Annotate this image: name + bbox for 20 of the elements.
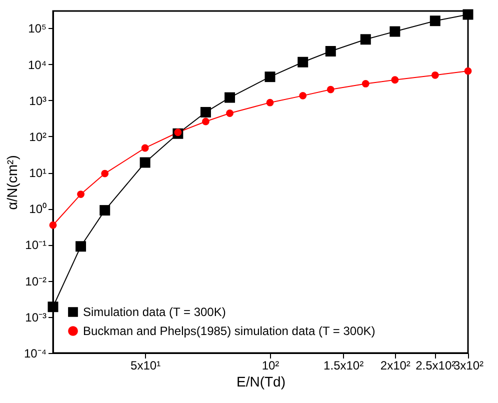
x-tick-label: 5x10¹ [130, 358, 161, 372]
y-tick-label: 10³ [29, 94, 47, 108]
x-tick-label: 3x10² [453, 358, 484, 372]
y-tick-label: 10⁻² [25, 274, 47, 288]
y-tick-label: 10⁵ [28, 22, 47, 36]
y-tick-label: 10⁻³ [25, 310, 47, 324]
x-tick-label: 1.5x10² [324, 358, 364, 372]
y-tick-label: 10⁻⁴ [24, 346, 46, 360]
y-tick-label: 10⁰ [29, 202, 46, 216]
legend-label: Simulation data (T = 300K) [83, 305, 226, 319]
y-tick-label: 10⁻¹ [25, 238, 47, 252]
x-axis-title: E/N(Td) [236, 374, 286, 390]
y-axis-title: α/N(cm²) [4, 155, 20, 210]
legend-label: Buckman and Phelps(1985) simulation data (T = 300K) [83, 324, 376, 338]
x-tick-label: 2x10² [380, 358, 410, 372]
x-tick-label: 10² [262, 358, 280, 372]
x-tick-label: 2.5x10² [416, 358, 456, 372]
y-tick-label: 10¹ [29, 166, 47, 180]
y-tick-label: 10⁴ [28, 58, 46, 72]
y-tick-label: 10² [29, 130, 47, 144]
